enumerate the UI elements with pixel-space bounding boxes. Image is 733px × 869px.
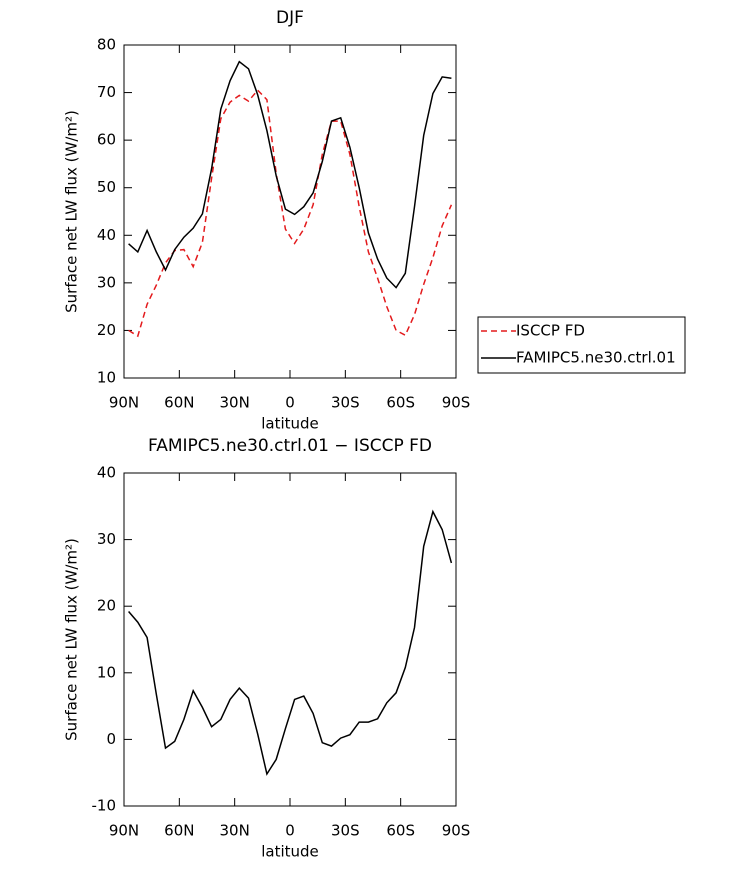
x-tick-label: 30S: [331, 822, 360, 840]
plot-frame: [123, 472, 457, 807]
data-line: [128, 89, 453, 338]
y-tick-label: 80: [97, 36, 116, 54]
x-tick-label: 60N: [164, 822, 194, 840]
y-tick-label: 0: [106, 730, 116, 748]
y-tick-label: 40: [97, 464, 116, 482]
chart-title: FAMIPC5.ne30.ctrl.01 − ISCCP FD: [148, 436, 432, 456]
y-tick-label: 30: [97, 273, 116, 291]
y-tick-label: 30: [97, 530, 116, 548]
y-tick-label: 20: [97, 597, 116, 615]
legend-label: ISCCP FD: [516, 322, 585, 340]
x-tick-label: 90S: [442, 822, 471, 840]
chart-title: DJF: [276, 8, 304, 28]
y-axis-label: Surface net LW flux (W/m²): [63, 110, 81, 313]
data-line: [128, 509, 453, 776]
x-axis-label: latitude: [261, 843, 319, 861]
y-tick-label: 70: [97, 83, 116, 101]
x-tick-label: 90N: [109, 394, 139, 412]
x-tick-label: 30N: [220, 822, 250, 840]
y-tick-label: 40: [97, 226, 116, 244]
y-tick-label: -10: [92, 797, 117, 815]
x-tick-label: 30S: [331, 394, 360, 412]
y-tick-label: 60: [97, 131, 116, 149]
x-tick-label: 30N: [220, 394, 250, 412]
y-tick-label: 10: [97, 369, 116, 387]
y-tick-label: 10: [97, 663, 116, 681]
data-line: [128, 60, 452, 289]
x-tick-label: 90N: [109, 822, 139, 840]
x-tick-label: 60S: [386, 822, 415, 840]
x-tick-label: 90S: [442, 394, 471, 412]
x-tick-label: 0: [285, 822, 295, 840]
x-tick-label: 60N: [164, 394, 194, 412]
y-tick-label: 50: [97, 178, 116, 196]
legend-label: FAMIPC5.ne30.ctrl.01: [516, 349, 676, 367]
y-axis-label: Surface net LW flux (W/m²): [63, 538, 81, 741]
legend-box: [477, 316, 686, 374]
x-tick-label: 0: [285, 394, 295, 412]
x-tick-label: 60S: [386, 394, 415, 412]
y-tick-label: 20: [97, 321, 116, 339]
x-axis-label: latitude: [261, 415, 319, 433]
